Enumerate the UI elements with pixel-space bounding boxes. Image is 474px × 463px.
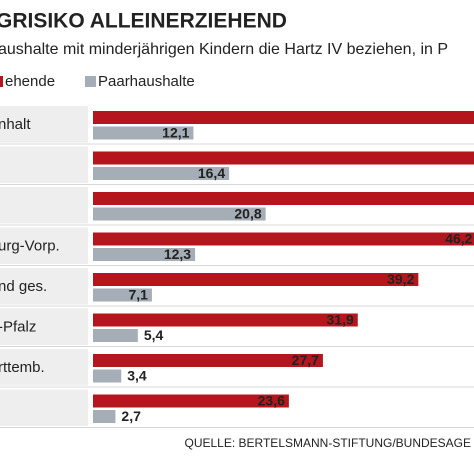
bar (93, 329, 138, 342)
value-label: 39,2 (387, 271, 414, 287)
bar (93, 207, 266, 221)
bar (93, 369, 122, 383)
category-label: -Pfalz (0, 318, 36, 335)
row-band (0, 227, 88, 264)
value-label: 12,3 (164, 246, 191, 262)
chart-subtitle: aushalte mit minderjährigen Kindern die … (0, 41, 448, 58)
bar (93, 232, 474, 246)
bar (93, 192, 474, 205)
row-band (0, 106, 88, 143)
bar (93, 354, 323, 367)
bar (93, 111, 474, 124)
bar (93, 394, 289, 408)
value-label: 5,4 (144, 327, 164, 343)
value-label: 31,9 (327, 312, 354, 328)
bar (93, 151, 474, 165)
row-band (0, 308, 88, 345)
value-label: 46,2 (445, 231, 472, 247)
row-band (0, 268, 88, 305)
value-label: 27,7 (292, 352, 319, 368)
bar (93, 313, 358, 327)
source: QUELLE: BERTELSMANN-STIFTUNG/BUNDESAGE (185, 436, 472, 450)
bar (93, 288, 152, 302)
bar (93, 248, 196, 261)
row-band (0, 146, 88, 183)
value-label: 20,8 (234, 206, 261, 222)
row-band (0, 389, 88, 426)
category-label: urg-Vorp. (0, 237, 60, 254)
category-label: rttemb. (0, 359, 45, 376)
category-label: nd ges. (0, 278, 47, 295)
bar (93, 126, 194, 140)
chart-title: GRISIKO ALLEINERZIEHEND (0, 10, 287, 33)
value-label: 12,1 (162, 125, 189, 141)
value-label: 3,4 (127, 368, 147, 384)
row-band (0, 349, 88, 386)
value-label: 16,4 (198, 165, 225, 181)
legend-label: Paarhaushalte (98, 73, 195, 90)
value-label: 7,1 (128, 287, 148, 303)
legend-label: ehende (5, 73, 55, 90)
value-label: 2,7 (121, 408, 141, 424)
value-label: 23,6 (258, 393, 285, 409)
bar (93, 410, 116, 423)
category-label: nhalt (0, 116, 31, 133)
bar (93, 273, 419, 286)
row-band (0, 187, 88, 224)
legend-swatch (85, 76, 96, 87)
legend-swatch (0, 76, 3, 87)
bar (93, 167, 230, 180)
